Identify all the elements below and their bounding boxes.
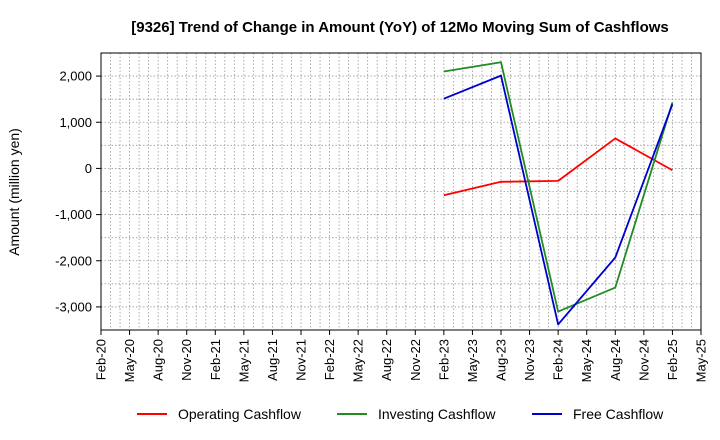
x-tick-label: Aug-23 [494,339,509,381]
series-lines [443,61,674,326]
y-tick-label: -1,000 [55,207,92,222]
x-tick-label: Aug-24 [608,339,623,381]
x-tick-label: Nov-24 [636,339,651,381]
free-cashflow-line [443,74,674,326]
y-tick-label: -3,000 [55,299,92,314]
x-tick-label: May-22 [351,339,366,382]
x-tick-label: May-25 [694,339,709,382]
y-axis-label: Amount (million yen) [6,128,22,256]
investing-cashflow-line [443,61,674,313]
legend-label-investing-cashflow: Investing Cashflow [378,406,496,422]
x-tick-label: Feb-21 [208,339,223,380]
x-tick-label: May-21 [236,339,251,382]
x-tick-label: Feb-20 [94,339,109,380]
x-tick-label: Nov-22 [408,339,423,381]
grid-lines [101,53,701,330]
legend: Operating Cashflow Investing Cashflow Free… [137,406,664,422]
y-tick-label: 1,000 [59,115,92,130]
x-tick-label: Aug-20 [151,339,166,381]
chart-title: [9326] Trend of Change in Amount (YoY) o… [131,19,669,36]
plot-area [100,52,702,331]
legend-label-free-cashflow: Free Cashflow [573,406,664,422]
legend-label-operating-cashflow: Operating Cashflow [178,406,302,422]
x-tick-label: Feb-22 [322,339,337,380]
x-tick-label: May-20 [122,339,137,382]
x-tick-label: Aug-21 [265,339,280,381]
x-tick-label: May-23 [465,339,480,382]
y-tick-label: 0 [85,161,92,176]
x-tick-label: Aug-22 [379,339,394,381]
x-tick-label: Feb-25 [665,339,680,380]
y-axis: 2,000 1,000 0 -1,000 -2,000 -3,000 [55,69,101,314]
x-tick-label: Nov-21 [294,339,309,381]
x-tick-label: Nov-20 [179,339,194,381]
x-tick-label: May-24 [579,339,594,382]
x-tick-label: Feb-24 [551,339,566,380]
x-tick-label: Nov-23 [522,339,537,381]
x-axis: Feb-20 May-20 Aug-20 Nov-20 Feb-21 May-21 Aug-… [94,330,709,382]
y-tick-label: -2,000 [55,253,92,268]
x-tick-label: Feb-23 [436,339,451,380]
y-tick-label: 2,000 [59,69,92,84]
operating-cashflow-line [443,137,673,197]
